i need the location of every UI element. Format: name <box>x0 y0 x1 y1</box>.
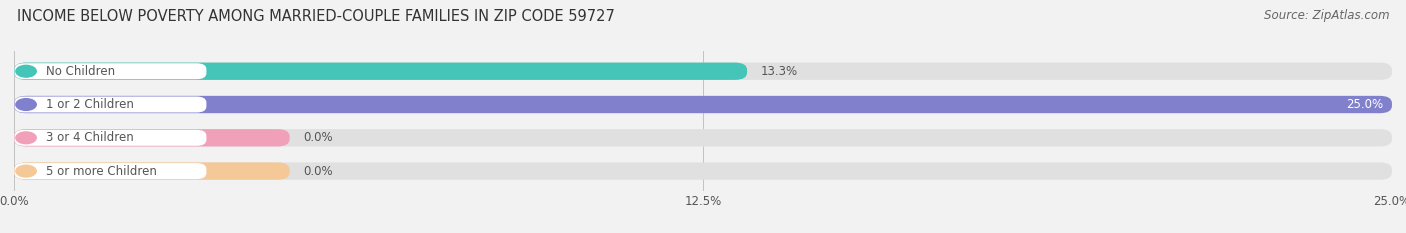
FancyBboxPatch shape <box>14 162 290 180</box>
FancyBboxPatch shape <box>14 163 207 179</box>
FancyBboxPatch shape <box>14 162 1392 180</box>
FancyBboxPatch shape <box>14 96 1392 113</box>
Text: 5 or more Children: 5 or more Children <box>46 164 156 178</box>
Text: INCOME BELOW POVERTY AMONG MARRIED-COUPLE FAMILIES IN ZIP CODE 59727: INCOME BELOW POVERTY AMONG MARRIED-COUPL… <box>17 9 614 24</box>
Text: 0.0%: 0.0% <box>304 131 333 144</box>
FancyBboxPatch shape <box>14 130 207 146</box>
Text: 0.0%: 0.0% <box>304 164 333 178</box>
FancyBboxPatch shape <box>14 96 207 113</box>
FancyBboxPatch shape <box>14 129 1392 147</box>
Text: 3 or 4 Children: 3 or 4 Children <box>46 131 134 144</box>
Text: 1 or 2 Children: 1 or 2 Children <box>46 98 134 111</box>
Circle shape <box>15 65 37 78</box>
FancyBboxPatch shape <box>14 96 1392 113</box>
Text: No Children: No Children <box>46 65 115 78</box>
FancyBboxPatch shape <box>14 129 290 147</box>
Text: 25.0%: 25.0% <box>1347 98 1384 111</box>
FancyBboxPatch shape <box>14 63 747 80</box>
Circle shape <box>15 98 37 111</box>
Text: Source: ZipAtlas.com: Source: ZipAtlas.com <box>1264 9 1389 22</box>
Circle shape <box>15 164 37 178</box>
FancyBboxPatch shape <box>14 63 207 79</box>
Text: 13.3%: 13.3% <box>761 65 799 78</box>
FancyBboxPatch shape <box>14 63 1392 80</box>
Circle shape <box>15 131 37 144</box>
